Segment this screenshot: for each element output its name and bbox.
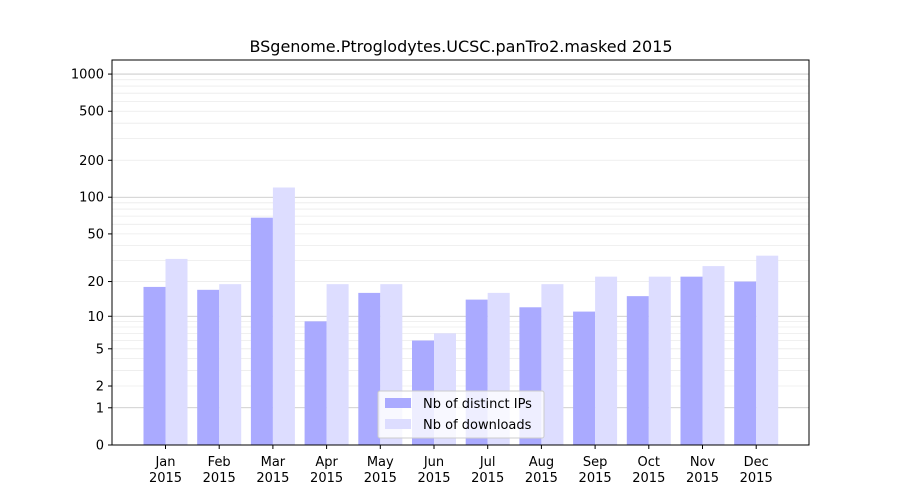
bar-distinct-ips	[573, 311, 596, 445]
bar-distinct-ips	[358, 292, 381, 445]
bar-distinct-ips	[304, 321, 327, 445]
x-tick-label-month: Aug	[529, 455, 554, 470]
y-tick-label: 50	[87, 227, 104, 242]
bar-distinct-ips	[626, 296, 649, 445]
bar-distinct-ips	[250, 217, 273, 445]
legend-label-ips: Nb of distinct IPs	[423, 397, 532, 412]
legend-swatch-ips	[385, 398, 411, 408]
y-tick-label: 200	[79, 154, 104, 169]
bar-distinct-ips	[197, 289, 220, 445]
x-tick-label-year: 2015	[579, 471, 612, 486]
y-tick-label: 100	[79, 191, 104, 206]
bar-downloads	[595, 276, 618, 445]
x-tick-label-month: Sep	[583, 455, 608, 470]
x-axis: Jan2015Feb2015Mar2015Apr2015May2015Jun20…	[149, 445, 773, 486]
x-tick-label-month: May	[367, 455, 394, 470]
x-tick-label-year: 2015	[203, 471, 236, 486]
y-tick-label: 2	[96, 380, 104, 395]
bar-downloads	[219, 284, 242, 445]
plot-frame	[111, 59, 810, 446]
y-tick-label: 5	[96, 342, 104, 357]
x-tick-label-year: 2015	[310, 471, 343, 486]
x-tick-label-month: Mar	[261, 455, 286, 470]
x-tick-label-year: 2015	[417, 471, 450, 486]
x-tick-label-month: Jun	[423, 455, 444, 470]
x-tick-label-month: Dec	[744, 455, 769, 470]
legend: Nb of distinct IPs Nb of downloads	[377, 390, 545, 439]
x-tick-label-year: 2015	[686, 471, 719, 486]
x-tick-label-month: Feb	[208, 455, 231, 470]
y-tick-label: 1	[96, 401, 104, 416]
x-tick-label-year: 2015	[525, 471, 558, 486]
chart-title: BSgenome.Ptroglodytes.UCSC.panTro2.maske…	[249, 37, 672, 56]
y-tick-label: 20	[87, 275, 104, 290]
bar-downloads	[648, 276, 671, 445]
bar-downloads	[165, 258, 188, 445]
y-tick-label: 500	[79, 105, 104, 120]
x-tick-label-month: Jul	[479, 455, 496, 470]
y-axis: 0 1 2 5 10 20 50 100 200 500 1000	[71, 68, 112, 454]
bar-downloads	[541, 284, 564, 445]
x-tick-label-year: 2015	[632, 471, 665, 486]
x-tick-label-year: 2015	[364, 471, 397, 486]
x-tick-label-month: Jan	[154, 455, 175, 470]
bar-distinct-ips	[143, 286, 166, 445]
x-tick-label-year: 2015	[256, 471, 289, 486]
legend-box	[377, 390, 545, 439]
x-tick-label-year: 2015	[740, 471, 773, 486]
y-tick-label: 0	[96, 439, 104, 454]
y-tick-label: 10	[87, 310, 104, 325]
bar-downloads	[702, 266, 725, 445]
bar-downloads	[272, 187, 295, 446]
x-tick-label-month: Apr	[315, 455, 338, 470]
x-tick-label-month: Nov	[690, 455, 716, 470]
x-tick-label-year: 2015	[471, 471, 504, 486]
legend-label-downloads: Nb of downloads	[423, 418, 532, 433]
legend-swatch-downloads	[385, 419, 411, 429]
bar-distinct-ips	[734, 281, 757, 445]
y-tick-label: 1000	[71, 68, 104, 83]
bar-distinct-ips	[680, 276, 703, 445]
bar-downloads	[326, 284, 349, 445]
x-tick-label-year: 2015	[149, 471, 182, 486]
bar-downloads	[756, 255, 779, 445]
x-tick-label-month: Oct	[638, 455, 660, 470]
